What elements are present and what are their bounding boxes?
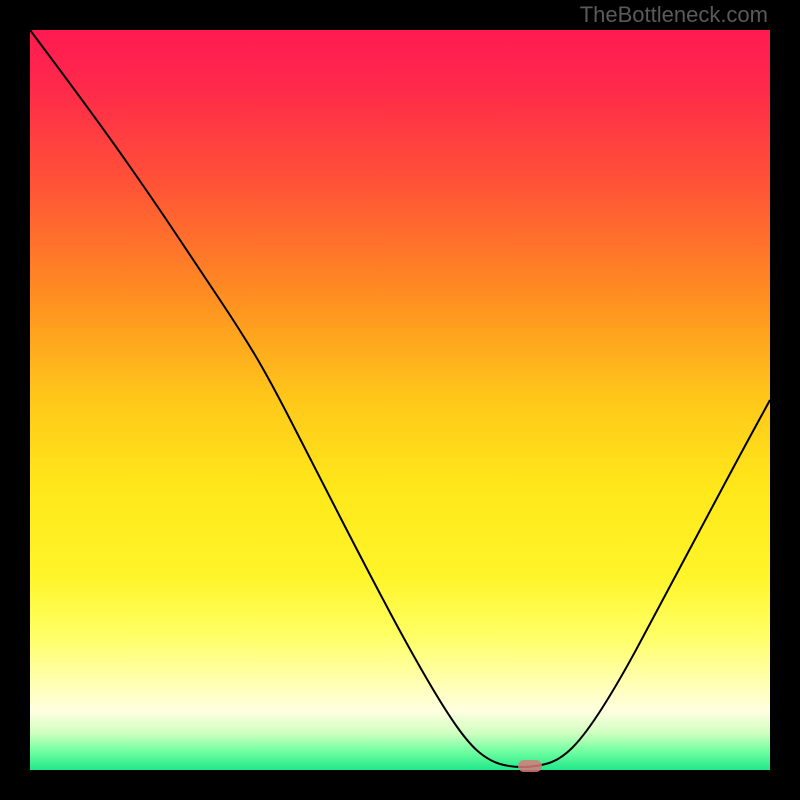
watermark-text: TheBottleneck.com <box>580 2 768 27</box>
optimum-marker <box>518 760 542 772</box>
bottleneck-chart: TheBottleneck.com <box>0 0 800 800</box>
plot-background <box>30 30 770 770</box>
